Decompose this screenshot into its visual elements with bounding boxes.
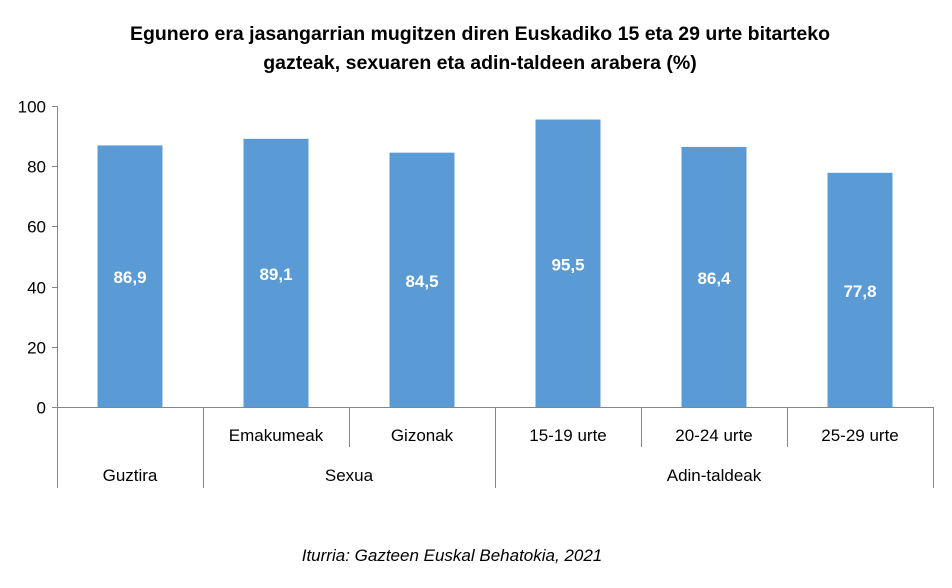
y-tick-label: 60 — [27, 218, 46, 237]
bar-data-label: 95,5 — [551, 255, 584, 274]
x-group-label: Adin-taldeak — [667, 466, 762, 485]
x-category-label: 20-24 urte — [675, 426, 753, 445]
chart-title-line-2: gazteak, sexuaren eta adin-taldeen arabe… — [263, 52, 697, 74]
bar-data-label: 86,4 — [697, 269, 731, 288]
bar-data-label: 89,1 — [259, 265, 292, 284]
y-tick-label: 20 — [27, 339, 46, 358]
y-tick-label: 80 — [27, 158, 46, 177]
y-tick-label: 0 — [37, 399, 46, 418]
x-category-label: Emakumeak — [229, 426, 324, 445]
x-group-label: Sexua — [325, 466, 374, 485]
x-group-label: Guztira — [103, 466, 158, 485]
x-category-label: 25-29 urte — [821, 426, 899, 445]
bar — [389, 152, 455, 407]
y-tick-label: 40 — [27, 279, 46, 298]
bar — [827, 172, 893, 407]
bar-data-label: 86,9 — [113, 268, 146, 287]
plot-area: 0 20 40 60 80 100 86,9 89,1 Emakumeak 84,5 Gizonak… — [18, 98, 934, 488]
bar — [535, 119, 601, 408]
source-note: Iturria: Gazteen Euskal Behatokia, 2021 — [302, 546, 603, 565]
bar — [681, 146, 747, 407]
y-tick-label: 100 — [18, 98, 46, 117]
bar — [243, 138, 309, 407]
chart-title-line-1: Egunero era jasangarrian mugitzen diren … — [130, 23, 830, 45]
x-category-label: 15-19 urte — [529, 426, 607, 445]
bar-data-label: 77,8 — [843, 282, 876, 301]
x-category-label: Gizonak — [391, 426, 454, 445]
bar — [97, 145, 163, 407]
bar-data-label: 84,5 — [405, 272, 438, 291]
